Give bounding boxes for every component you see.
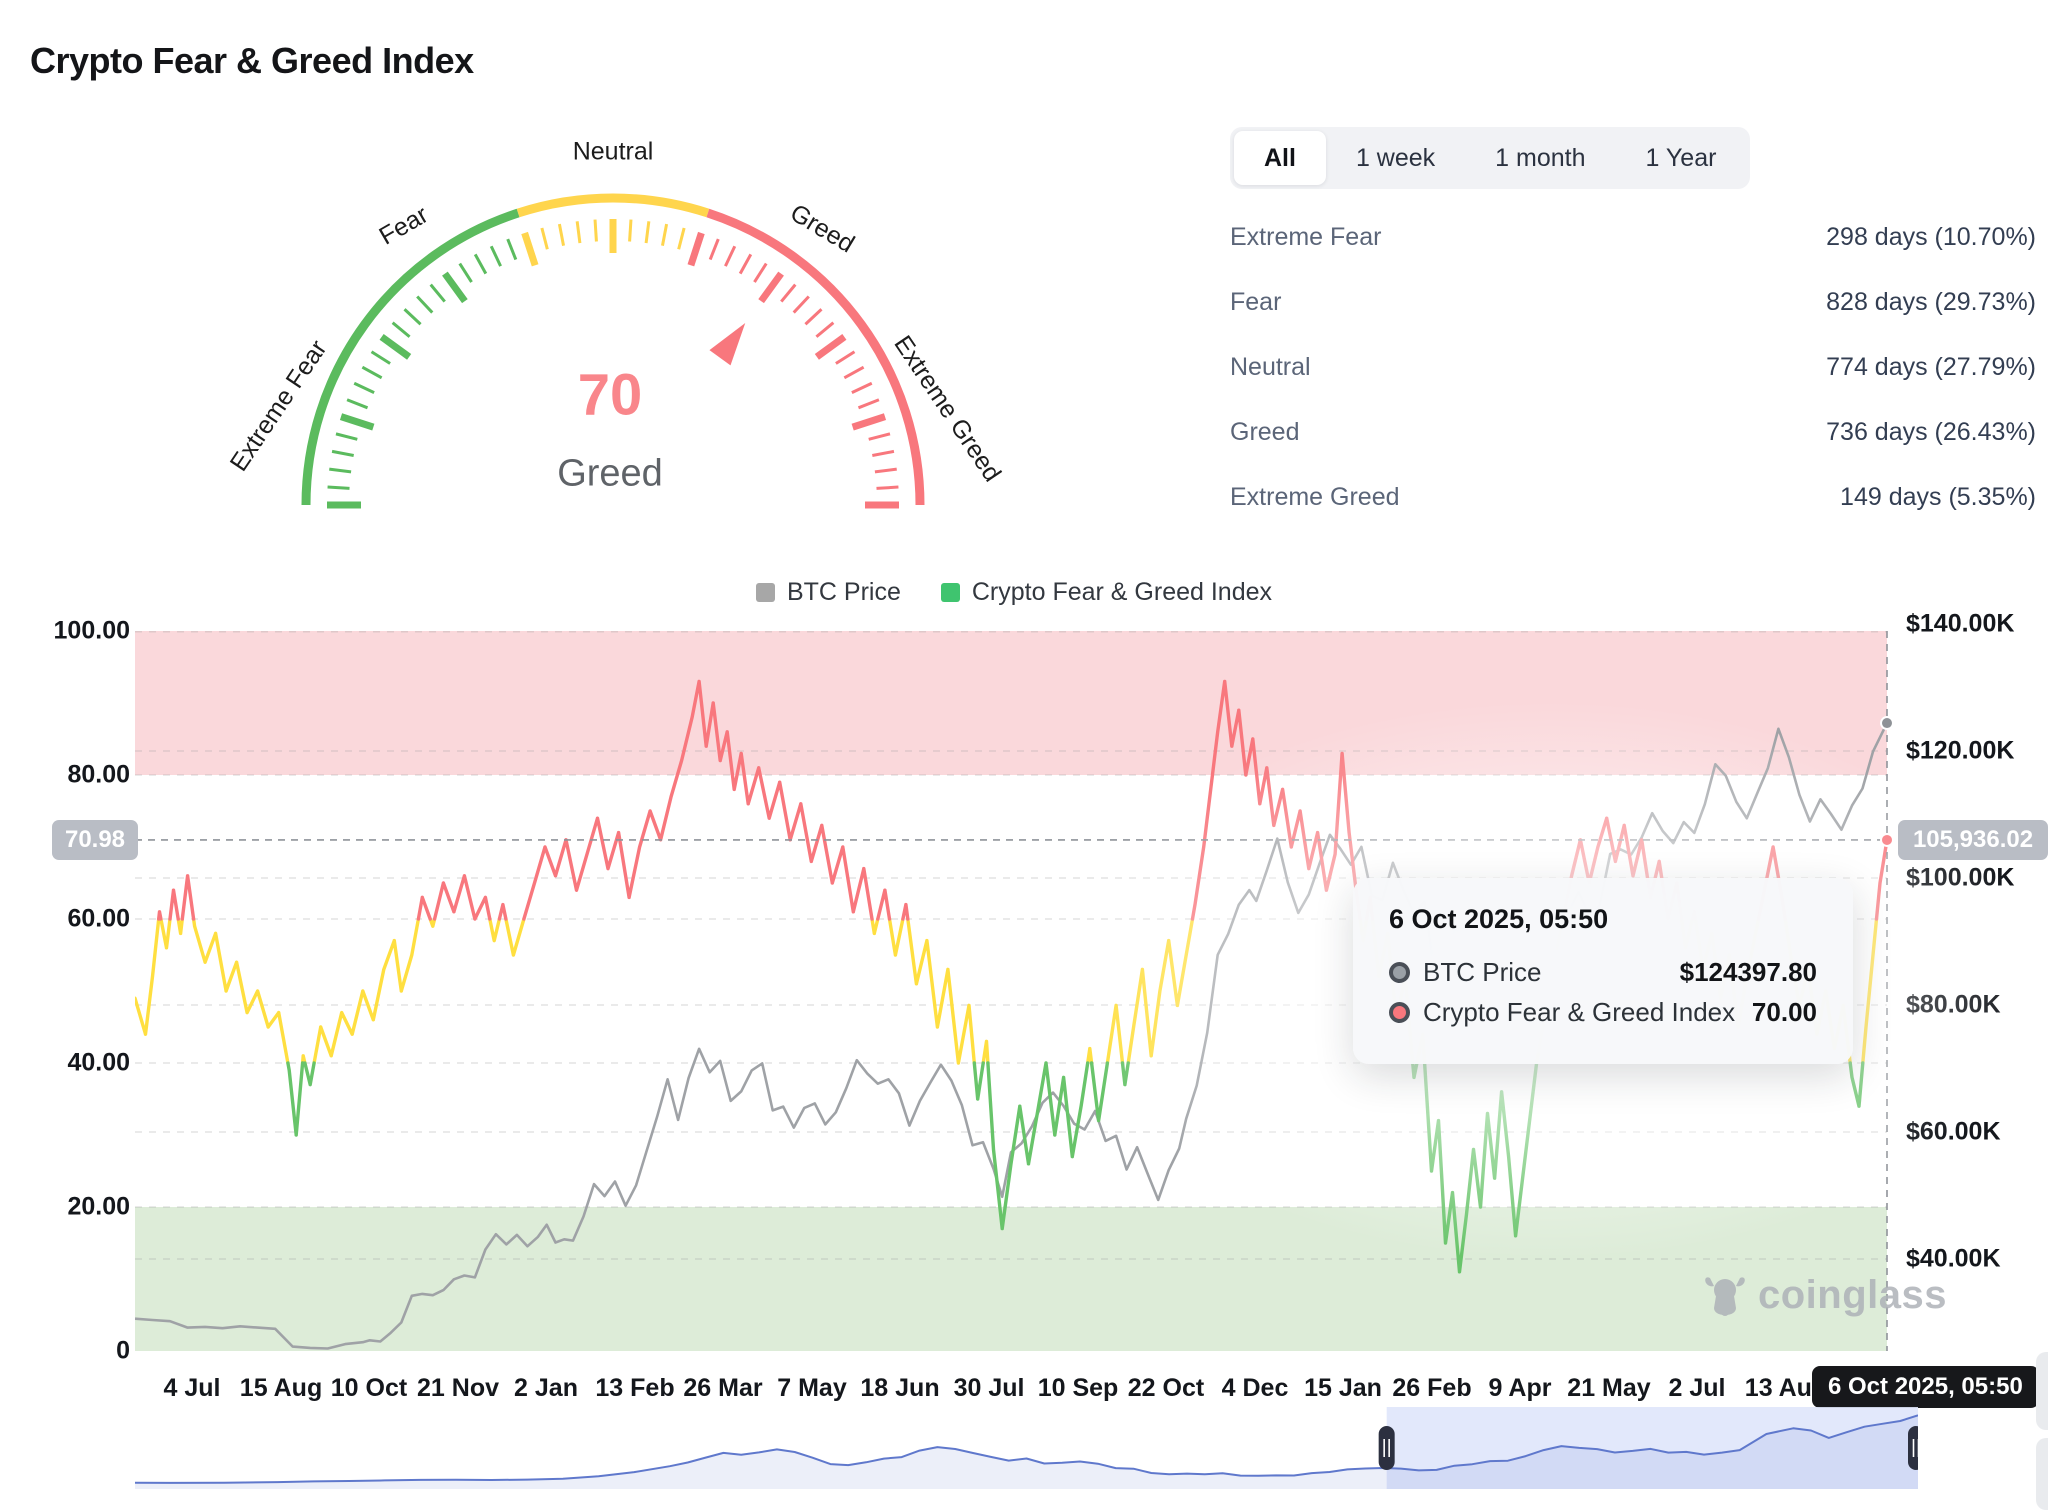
stat-value: 298 days (10.70%) bbox=[1826, 223, 2036, 251]
tab-1-week[interactable]: 1 week bbox=[1355, 144, 1436, 172]
x-axis-tick: 22 Oct bbox=[1127, 1374, 1205, 1402]
page-title: Crypto Fear & Greed Index bbox=[30, 40, 474, 81]
stat-label: Extreme Greed bbox=[1230, 483, 1400, 511]
x-axis-tick: 15 Jan bbox=[1304, 1374, 1382, 1402]
tooltip-series-value: $124397.80 bbox=[1679, 957, 1817, 987]
y-axis-tick-right: $60.00K bbox=[1906, 1117, 2001, 1146]
nav-handle-left[interactable] bbox=[1378, 1426, 1395, 1470]
x-axis-tick: 10 Oct bbox=[330, 1374, 408, 1402]
coinglass-bull-icon bbox=[1705, 1277, 1745, 1316]
y-axis-tick-left: 100.00 bbox=[53, 616, 130, 645]
x-axis-tick: 7 May bbox=[777, 1374, 847, 1402]
legend-item[interactable]: BTC Price bbox=[755, 578, 901, 607]
watermark-text: coinglass bbox=[1758, 1272, 1948, 1317]
x-axis-tick: 26 Mar bbox=[683, 1374, 763, 1402]
stat-value: 736 days (26.43%) bbox=[1826, 418, 2036, 446]
chart-legend: BTC Price Crypto Fear & Greed Index bbox=[135, 578, 1893, 607]
tab-1-month[interactable]: 1 month bbox=[1495, 144, 1586, 172]
stat-row: Extreme Greed 149 days (5.35%) bbox=[1230, 465, 2036, 530]
y-axis-tick-right: $80.00K bbox=[1906, 990, 2001, 1019]
y-axis-tick-right: $120.00K bbox=[1906, 736, 2015, 765]
stats-list: Extreme Fear 298 days (10.70%) Fear 828 day… bbox=[1230, 205, 2036, 530]
chart-tooltip: 6 Oct 2025, 05:50 BTC Price $124397.80 Cry… bbox=[1353, 878, 1853, 1064]
range-navigator[interactable] bbox=[135, 1407, 1918, 1491]
tooltip-series-value: 70.00 bbox=[1751, 997, 1817, 1027]
y-axis-tick-left: 60.00 bbox=[67, 904, 130, 933]
tooltip-row: BTC Price $124397.80 bbox=[1389, 957, 1817, 988]
crosshair-right-badge: 105,936.02 bbox=[1898, 820, 2048, 860]
stat-row: Greed 736 days (26.43%) bbox=[1230, 400, 2036, 465]
tooltip-date: 6 Oct 2025, 05:50 bbox=[1389, 904, 1609, 934]
fear-greed-gauge bbox=[301, 193, 925, 509]
tooltip-series-label: BTC Price bbox=[1423, 957, 1542, 987]
x-axis-tick: 21 Nov bbox=[417, 1374, 499, 1402]
legend-item[interactable]: Crypto Fear & Greed Index bbox=[940, 578, 1273, 607]
x-axis-tick: 9 Apr bbox=[1488, 1374, 1552, 1402]
stat-row: Fear 828 days (29.73%) bbox=[1230, 270, 2036, 335]
series-dot-icon bbox=[1389, 962, 1410, 983]
tab-all[interactable]: All bbox=[1234, 131, 1326, 185]
tooltip-series-label: Crypto Fear & Greed Index bbox=[1423, 997, 1736, 1027]
y-axis-tick-right: $100.00K bbox=[1906, 863, 2015, 892]
stat-value: 774 days (27.79%) bbox=[1826, 353, 2036, 381]
y-axis-tick-left: 40.00 bbox=[67, 1048, 130, 1077]
y-axis-tick-left: 80.00 bbox=[67, 760, 130, 789]
x-axis-tick: 15 Aug bbox=[239, 1374, 323, 1402]
x-axis-tick: 26 Feb bbox=[1392, 1374, 1472, 1402]
edge-control-pill[interactable] bbox=[2036, 1438, 2048, 1510]
gauge-zone-label: Neutral bbox=[572, 137, 654, 166]
edge-control-pill[interactable] bbox=[2036, 1352, 2048, 1430]
stat-label: Extreme Fear bbox=[1230, 223, 1382, 251]
x-axis-tick: 2 Jul bbox=[1668, 1374, 1726, 1402]
tab-1-year[interactable]: 1 Year bbox=[1645, 144, 1717, 172]
stat-label: Fear bbox=[1230, 288, 1282, 316]
x-axis-tick: 2 Jan bbox=[514, 1374, 578, 1402]
gauge-value: 70 bbox=[577, 362, 643, 428]
x-axis-tick: 30 Jul bbox=[953, 1374, 1025, 1402]
y-axis-tick-left: 20.00 bbox=[67, 1192, 130, 1221]
nav-handle-right[interactable] bbox=[1908, 1426, 1918, 1470]
x-axis-tick: 4 Jul bbox=[163, 1374, 221, 1402]
coinglass-watermark: coinglass bbox=[1702, 1272, 1947, 1318]
x-axis-tick: 21 May bbox=[1567, 1374, 1651, 1402]
stat-label: Neutral bbox=[1230, 353, 1311, 381]
x-axis-tick: 10 Sep bbox=[1037, 1374, 1119, 1402]
legend-swatch-icon bbox=[755, 583, 775, 602]
range-tab-bar: All 1 week 1 month 1 Year bbox=[1230, 127, 1751, 189]
y-axis-tick-right: $140.00K bbox=[1906, 609, 2015, 638]
series-dot-icon bbox=[1389, 1002, 1410, 1023]
stat-row: Neutral 774 days (27.79%) bbox=[1230, 335, 2036, 400]
crosshair-left-badge: 70.98 bbox=[52, 820, 138, 860]
x-axis-tick: 4 Dec bbox=[1221, 1374, 1289, 1402]
legend-label: Crypto Fear & Greed Index bbox=[971, 578, 1273, 606]
gauge-status-label: Greed bbox=[557, 452, 663, 495]
x-axis-tick: 18 Jun bbox=[860, 1374, 940, 1402]
tooltip-row: Crypto Fear & Greed Index 70.00 bbox=[1389, 997, 1817, 1028]
x-axis-tick: 13 Feb bbox=[595, 1374, 675, 1402]
stat-row: Extreme Fear 298 days (10.70%) bbox=[1230, 205, 2036, 270]
crosshair-date-pill: 6 Oct 2025, 05:50 bbox=[1812, 1366, 2039, 1408]
stat-value: 149 days (5.35%) bbox=[1840, 483, 2036, 511]
legend-swatch-icon bbox=[940, 583, 960, 602]
y-axis-tick-right: $40.00K bbox=[1906, 1244, 2001, 1273]
stat-value: 828 days (29.73%) bbox=[1826, 288, 2036, 316]
stat-label: Greed bbox=[1230, 418, 1300, 446]
legend-label: BTC Price bbox=[786, 578, 901, 606]
y-axis-tick-left: 0 bbox=[116, 1336, 130, 1365]
